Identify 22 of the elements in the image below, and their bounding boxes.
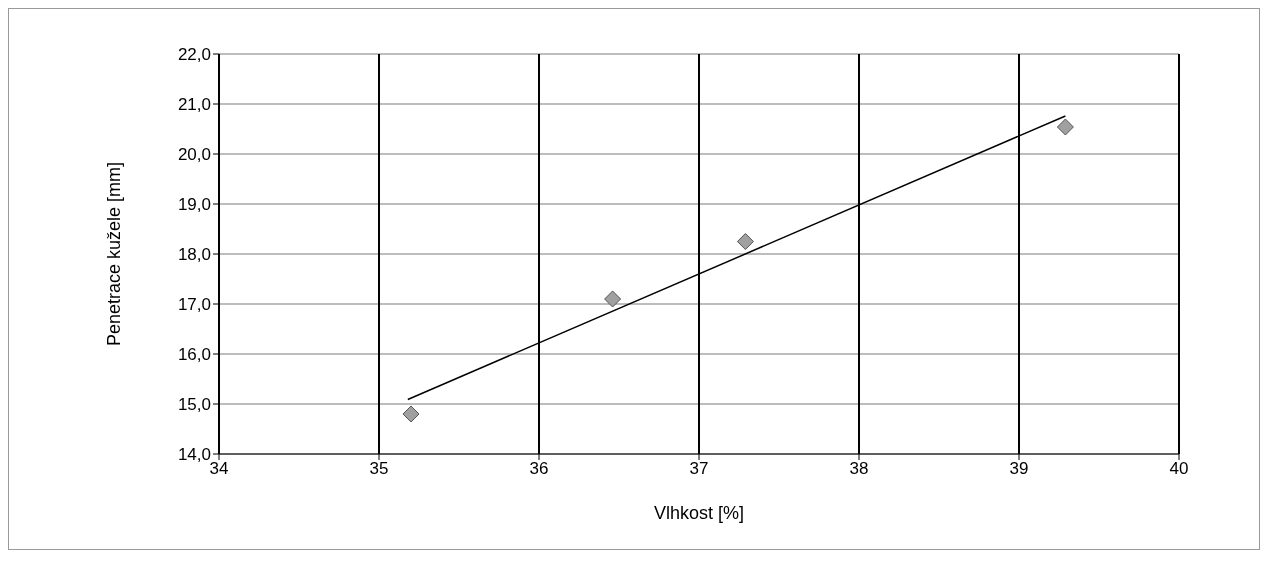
x-tick-label: 37 <box>689 459 709 479</box>
y-axis-title: Penetrace kužele [mm] <box>104 161 125 347</box>
x-tick-label: 38 <box>849 459 869 479</box>
x-tick-label: 39 <box>1009 459 1029 479</box>
x-tick-label: 36 <box>529 459 549 479</box>
y-tick-label: 20,0 <box>177 145 211 165</box>
y-tick-label: 16,0 <box>177 345 211 365</box>
x-tick-label: 35 <box>369 459 389 479</box>
x-tick-label: 40 <box>1169 459 1189 479</box>
point <box>402 405 420 423</box>
point <box>1056 118 1074 136</box>
y-tick-label: 14,0 <box>177 445 211 465</box>
y-tick-label: 18,0 <box>177 245 211 265</box>
point <box>604 290 622 308</box>
point <box>736 233 754 250</box>
x-axis-title: Vlhkost [%] <box>653 503 745 523</box>
y-tick-label: 19,0 <box>177 195 211 215</box>
y-tick-label: 22,0 <box>177 45 211 65</box>
y-tick-label: 15,0 <box>177 395 211 415</box>
x-tick-label: 34 <box>209 459 229 479</box>
y-tick-label: 17,0 <box>177 295 211 315</box>
y-tick-label: 21,0 <box>177 95 211 115</box>
